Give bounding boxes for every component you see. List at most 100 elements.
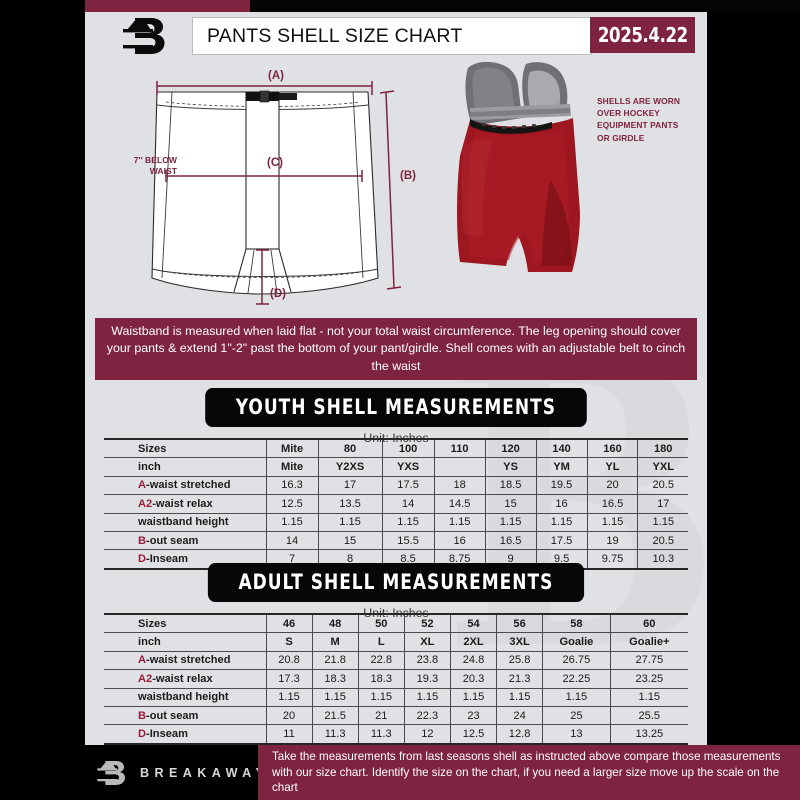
table-cell: 14.5 [433, 494, 486, 514]
table-cell: 15.5 [381, 530, 435, 550]
table-cell: 20.5 [637, 530, 688, 550]
table-row: D-Inseam 11 11.3 11.3 12 12.5 12.8 13 13.25 [104, 724, 688, 745]
label-c: (C) [267, 157, 283, 169]
photo-note: SHELLS ARE WORN OVER HOCKEY EQUIPMENT PANT… [597, 96, 681, 143]
table-cell: 3XL [496, 632, 544, 652]
table-cell: 110 [433, 438, 486, 458]
brand-logo [97, 12, 192, 60]
table-cell: 15 [484, 494, 537, 514]
table-cell: 1.15 [535, 512, 588, 532]
table-cell: 1.15 [433, 512, 486, 532]
table-cell: 1.15 [311, 687, 359, 707]
table-cell: 16 [433, 530, 486, 550]
page-footer: BREAKAWAY Take the measurements from las… [0, 745, 800, 800]
table-cell: M [311, 632, 359, 652]
table-cell: 1.15 [265, 687, 313, 707]
row-label: inch [104, 632, 267, 652]
row-label: A-waist stretched [104, 475, 267, 495]
table-row: B-out seam 14 15 15.5 16 16.5 17.5 19 20.5 [104, 530, 688, 550]
footer-instructions: Take the measurements from last seasons … [258, 745, 800, 800]
table-cell: 1.15 [496, 687, 544, 707]
row-label: A-waist stretched [104, 650, 267, 670]
table-cell: 12.8 [496, 724, 544, 745]
table-cell: 10.3 [637, 549, 688, 570]
table-cell: 17.3 [265, 669, 313, 689]
table-cell: 46 [265, 613, 313, 633]
table-cell: 11.3 [357, 724, 405, 745]
breakaway-b-icon [121, 14, 169, 58]
youth-heading: YOUTH SHELL MEASUREMENTS [205, 388, 587, 427]
table-cell: 17 [317, 475, 383, 495]
row-label: Sizes [104, 613, 267, 633]
adult-section-header: ADULT SHELL MEASUREMENTS Unit: Inches [85, 563, 707, 620]
table-cell: 16.5 [484, 530, 537, 550]
table-cell: L [357, 632, 405, 652]
table-cell: 13 [542, 724, 611, 745]
table-cell: 21 [357, 705, 405, 725]
youth-table-body: Sizes Mite 80 100 110 120 140 160 180 inch Mite Y2X… [104, 438, 688, 570]
table-row: Sizes 46 48 50 52 54 56 58 60 [104, 613, 688, 633]
label-below-waist: 7'' BELOW WAIST [133, 155, 177, 176]
row-label: A2-waist relax [104, 669, 267, 689]
label-a: (A) [268, 70, 284, 82]
table-cell: 24 [496, 705, 544, 725]
table-row: A2-waist relax 17.3 18.3 18.3 19.3 20.3 21.3 22… [104, 669, 688, 689]
table-cell: 160 [586, 438, 639, 458]
footer-instructions-text: Take the measurements from last seasons … [272, 749, 781, 795]
table-cell: 120 [484, 438, 537, 458]
table-cell: 11 [265, 724, 313, 745]
top-maroon-strip [85, 0, 250, 12]
table-cell: YS [484, 457, 537, 477]
adult-measurements-table: Sizes 46 48 50 52 54 56 58 60 inch S M L XL 2XL 3XL Goal… [104, 613, 688, 745]
row-label: Sizes [104, 438, 267, 458]
table-cell: 20.3 [449, 669, 498, 689]
row-label: waistband height [104, 687, 267, 707]
table-cell: 19.3 [403, 669, 451, 689]
row-key: A [138, 654, 147, 667]
row-label: D-Inseam [104, 724, 267, 745]
table-cell: 1.15 [317, 512, 383, 532]
table-row: A-waist stretched 20.8 21.8 22.8 23.8 24.8 25.… [104, 650, 688, 670]
row-label: waistband height [104, 512, 267, 532]
table-row: inch Mite Y2XS YXS YS YM YL YXL [104, 457, 688, 477]
youth-section-header: YOUTH SHELL MEASUREMENTS Unit: Inches [85, 388, 707, 445]
table-cell: 15 [317, 530, 383, 550]
table-cell: YXS [381, 457, 435, 477]
footer-b-icon [96, 757, 128, 789]
table-cell: 11.3 [311, 724, 359, 745]
table-cell: 16.5 [586, 494, 639, 514]
table-row: Sizes Mite 80 100 110 120 140 160 180 [104, 438, 688, 458]
table-cell: 19 [586, 530, 639, 550]
table-cell: 18.3 [311, 669, 359, 689]
table-cell: 17.5 [381, 475, 435, 495]
table-cell: 17 [637, 494, 688, 514]
table-cell: 16 [535, 494, 588, 514]
table-cell: 17.5 [535, 530, 588, 550]
top-black-strip [250, 0, 800, 12]
table-cell: 56 [496, 613, 544, 633]
table-cell: 1.15 [381, 512, 435, 532]
table-cell: 19.5 [535, 475, 588, 495]
date-badge-text: 2025.4.22 [597, 23, 688, 47]
table-cell: S [265, 632, 313, 652]
table-cell: 180 [637, 438, 688, 458]
table-cell: 24.8 [449, 650, 498, 670]
youth-measurements-table: Sizes Mite 80 100 110 120 140 160 180 inch Mite Y2X… [104, 438, 688, 570]
table-cell: 1.15 [586, 512, 639, 532]
table-row: waistband height 1.15 1.15 1.15 1.15 1.15 1.15… [104, 687, 688, 707]
table-cell: 20 [265, 705, 313, 725]
table-cell: 23.8 [403, 650, 451, 670]
footer-brand-name: BREAKAWAY [140, 765, 270, 780]
table-row: A-waist stretched 16.3 17 17.5 18 18.5 19.5 20 2… [104, 475, 688, 495]
table-cell: Goalie+ [609, 632, 688, 652]
table-cell: Y2XS [317, 457, 383, 477]
table-cell: 18 [433, 475, 486, 495]
table-cell: 13.25 [609, 724, 688, 745]
row-key: B [138, 534, 147, 547]
adult-heading: ADULT SHELL MEASUREMENTS [207, 563, 585, 602]
table-cell: 1.15 [542, 687, 611, 707]
diagram-section: (A) (B) (C) (D) 7'' BELOW WAIST [85, 60, 707, 318]
table-cell [433, 457, 486, 477]
product-photo [430, 60, 595, 318]
